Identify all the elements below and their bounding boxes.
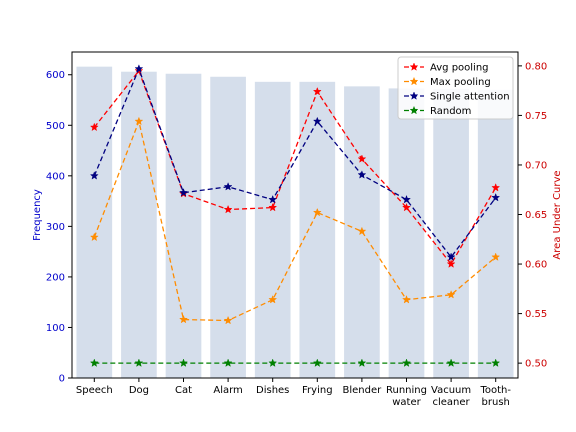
series-point (89, 171, 99, 180)
series-point (446, 290, 456, 299)
legend-marker (409, 105, 419, 115)
y-right-tick-label: 0.65 (525, 210, 547, 221)
x-tick-label: Blender (343, 385, 383, 396)
bar (299, 81, 336, 378)
series-point (446, 259, 456, 268)
series-point (268, 358, 278, 367)
series-point (179, 358, 188, 367)
x-tick-label: water (392, 397, 421, 408)
bar (477, 89, 514, 378)
series-point (491, 358, 501, 367)
bar (388, 88, 425, 379)
y-left-label: Frequency (32, 189, 43, 241)
legend-label: Random (430, 106, 471, 117)
x-tick-label: Tooth- (479, 385, 511, 396)
legend-box (397, 56, 514, 120)
legend-marker (409, 76, 419, 86)
series-point (89, 232, 99, 242)
x-tick-label: Speech (76, 385, 113, 396)
series-point (89, 122, 99, 132)
y-left-tick-label: 400 (46, 171, 65, 182)
y-right-label: Area Under Curve (552, 170, 563, 259)
y-left-tick-label: 600 (46, 70, 65, 81)
legend-label: Max pooling (430, 77, 491, 88)
series-point (268, 194, 278, 204)
series-point (179, 187, 188, 197)
series-point (134, 64, 144, 73)
bar (76, 66, 113, 379)
y-left-tick-label: 100 (46, 323, 65, 334)
x-tick-label: Vacuum (431, 385, 471, 396)
bar (165, 73, 202, 378)
bar (254, 81, 291, 378)
bar (210, 76, 246, 378)
series-line (93, 69, 497, 266)
series-point (268, 202, 278, 212)
axes-layer: 0 100 200 300 400 500 600 Frequency 0.50 0.55 0.60… (32, 51, 563, 408)
x-tick-label: cleaner (433, 397, 471, 408)
series-point (491, 252, 501, 261)
series-point (268, 295, 278, 304)
y-left-tick-label: 200 (46, 272, 65, 283)
series-point (312, 358, 322, 367)
series-point (223, 315, 233, 325)
y-right-tick-label: 0.55 (525, 309, 547, 320)
series-point (312, 86, 322, 96)
series-point (312, 207, 322, 217)
series-line (93, 67, 497, 259)
series-point (357, 226, 367, 236)
legend-label: Avg pooling (430, 63, 489, 74)
series-point (223, 182, 233, 191)
series-point (134, 116, 144, 126)
series-point (223, 358, 233, 367)
series-point (402, 295, 411, 304)
series-line (93, 119, 497, 322)
series-point (446, 358, 456, 367)
y-left-tick-label: 300 (46, 222, 65, 233)
series-point (357, 154, 367, 163)
series-point (357, 358, 367, 367)
series-point (312, 116, 322, 126)
x-tick-label: Dog (129, 385, 149, 396)
bars-layer (76, 66, 514, 379)
lines-layer (89, 64, 501, 367)
legend-label: Single attention (430, 92, 510, 103)
x-tick-label: brush (482, 397, 510, 408)
y-right-tick-label: 0.75 (525, 111, 547, 122)
series-point (134, 358, 144, 367)
y-right-tick-label: 0.80 (525, 61, 547, 72)
legend: Avg pooling Max pooling Single attention Ra… (397, 56, 514, 120)
y-right-tick-label: 0.50 (525, 359, 547, 370)
x-tick-label: Dishes (256, 385, 289, 396)
series-point (491, 192, 501, 202)
x-tick-label: Running (386, 385, 427, 396)
series-point (491, 183, 501, 192)
series-point (89, 358, 99, 367)
series-point (223, 204, 233, 214)
bar (433, 88, 469, 379)
series-point (402, 202, 411, 212)
series-point (446, 252, 456, 261)
series-point (402, 194, 411, 204)
y-left-tick-label: 0 (59, 374, 65, 385)
y-right-tick-label: 0.70 (525, 160, 547, 171)
x-tick-label: Alarm (213, 385, 242, 396)
x-tick-label: Frying (302, 385, 333, 396)
legend-marker (409, 62, 419, 71)
series-point (357, 170, 367, 179)
y-left-tick-label: 500 (46, 121, 65, 132)
y-right-tick-label: 0.60 (525, 260, 547, 271)
series-point (402, 358, 411, 367)
legend-marker (409, 91, 419, 100)
x-tick-label: Cat (175, 385, 192, 396)
series-point (179, 314, 188, 324)
